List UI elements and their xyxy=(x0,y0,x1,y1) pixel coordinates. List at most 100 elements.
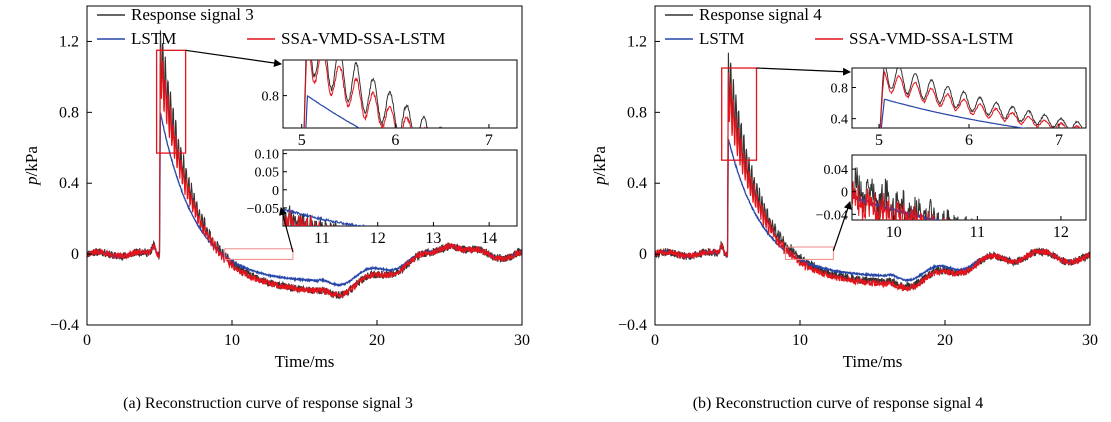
plot-frame xyxy=(654,5,1091,326)
series-ssa xyxy=(87,47,522,299)
zoom-arrow-1 xyxy=(756,67,851,76)
inset-series-lstm xyxy=(305,94,361,128)
inset-x-tick-label: 7 xyxy=(485,132,493,149)
x-tick-label: 10 xyxy=(224,332,240,349)
x-axis-label: Time/ms xyxy=(843,352,903,371)
series-ssa xyxy=(655,72,1090,292)
legend-label: LSTM xyxy=(699,29,744,48)
x-tick-label: 30 xyxy=(1082,332,1098,349)
y-axis-label: p/kPa xyxy=(590,146,609,186)
inset-y-tick-label: 0.8 xyxy=(831,81,849,96)
y-axis-label-unit: /kPa xyxy=(22,146,41,177)
chart-a: 0 10 20 30−0.400.40.81.2Time/msp/kPaRespons… xyxy=(22,5,530,371)
y-tick-label: 0 xyxy=(71,246,79,263)
zoom-box-2 xyxy=(785,246,834,260)
x-axis-label: Time/ms xyxy=(275,352,335,371)
y-axis-label-unit: /kPa xyxy=(590,146,609,177)
inset-x-tick-label: 12 xyxy=(1053,224,1069,241)
inset-x-tick-label: 13 xyxy=(425,230,441,247)
zoom-box-1 xyxy=(721,67,758,161)
x-tick-label: 10 xyxy=(792,332,808,349)
legend-item-ssa: SSA-VMD-SSA-LSTM xyxy=(247,29,445,48)
legend-label: Response signal 3 xyxy=(131,5,254,24)
inset-series-lstm xyxy=(283,208,370,226)
y-tick-label: 0.4 xyxy=(59,175,79,192)
inset-x-tick-label: 5 xyxy=(298,132,306,149)
inset-plot-area xyxy=(879,68,1083,128)
inset-x-tick-label: 10 xyxy=(886,224,902,241)
inset-x-tick-label: 12 xyxy=(370,230,386,247)
legend: Response signal 4 LSTM SSA-VMD-SSA-LSTM xyxy=(665,5,1013,48)
inset-1: 5 6 7 0.8 xyxy=(262,59,518,149)
x-tick-label: 20 xyxy=(369,332,385,349)
y-tick-label: 0.4 xyxy=(627,175,647,192)
y-tick-label: 0.8 xyxy=(627,104,647,121)
legend-label: SSA-VMD-SSA-LSTM xyxy=(281,29,445,48)
inset-frame xyxy=(851,67,1087,129)
y-axis-label-symbol: p xyxy=(22,176,41,186)
inset-x-tick-label: 6 xyxy=(391,132,399,149)
inset-y-tick-label: 0.10 xyxy=(255,148,280,163)
inset-y-tick-label: 0.05 xyxy=(255,166,280,181)
inset-x-tick-label: 14 xyxy=(481,230,497,247)
plot-area xyxy=(655,52,1090,292)
inset-x-tick-label: 11 xyxy=(314,230,329,247)
legend-item-response: Response signal 3 xyxy=(97,5,254,24)
inset-y-tick-label: 0 xyxy=(272,184,279,199)
inset-y-tick-label: −0.04 xyxy=(816,208,848,223)
legend-label: Response signal 4 xyxy=(699,5,822,24)
legend-item-lstm: LSTM xyxy=(97,29,176,48)
inset-series-lstm xyxy=(880,98,1027,128)
zoom-box-1 xyxy=(155,49,187,154)
legend-label: LSTM xyxy=(131,29,176,48)
x-tick-label: 20 xyxy=(937,332,953,349)
y-tick-label: −0.4 xyxy=(618,317,647,334)
inset-x-tick-label: 6 xyxy=(965,132,973,149)
legend-label: SSA-VMD-SSA-LSTM xyxy=(849,29,1013,48)
y-tick-label: 0 xyxy=(639,246,647,263)
y-axis-label: p/kPa xyxy=(22,146,41,186)
inset-plot-area xyxy=(303,60,442,128)
y-tick-label: −0.4 xyxy=(50,317,79,334)
caption-b: (b) Reconstruction curve of response sig… xyxy=(693,395,984,412)
inset-2: 11 12 13 14 0.10 0.05 0 −0.05 xyxy=(247,148,518,247)
legend-item-lstm: LSTM xyxy=(665,29,744,48)
inset-series-lstm xyxy=(852,193,945,220)
inset-y-tick-label: 0 xyxy=(841,186,848,201)
inset-series-response xyxy=(852,167,973,220)
x-tick-label: 0 xyxy=(83,332,91,349)
inset-frame xyxy=(282,59,518,129)
inset-series-response xyxy=(879,68,1083,128)
plot-frame xyxy=(86,5,523,326)
inset-x-tick-label: 7 xyxy=(1055,132,1063,149)
inset-plot-area xyxy=(852,167,973,220)
y-tick-label: 0.8 xyxy=(59,104,79,121)
inset-1: 5 6 7 0.8 0.4 xyxy=(831,67,1087,149)
inset-frame xyxy=(282,149,518,227)
x-tick-label: 0 xyxy=(651,332,659,349)
y-tick-label: 1.2 xyxy=(627,33,647,50)
legend-item-response: Response signal 4 xyxy=(665,5,822,24)
y-tick-label: 1.2 xyxy=(59,33,79,50)
caption-a: (a) Reconstruction curve of response sig… xyxy=(123,395,413,412)
inset-y-tick-label: 0.4 xyxy=(831,113,849,128)
legend-item-ssa: SSA-VMD-SSA-LSTM xyxy=(815,29,1013,48)
zoom-box-2 xyxy=(224,248,294,260)
zoom-arrow-1 xyxy=(185,49,282,67)
y-axis-label-symbol: p xyxy=(590,176,609,186)
inset-x-tick-label: 5 xyxy=(875,132,883,149)
plot-area xyxy=(87,30,522,300)
chart-b: 0 10 20 30−0.400.40.81.2Time/msp/kPaRespons… xyxy=(590,5,1098,371)
inset-y-tick-label: 0.8 xyxy=(262,90,280,105)
inset-2: 10 11 12 0.04 0 −0.04 xyxy=(816,154,1087,241)
zoom-arrow-2 xyxy=(278,207,294,253)
zoom-arrow-2 xyxy=(832,201,852,251)
inset-y-tick-label: 0.04 xyxy=(824,163,849,178)
x-tick-label: 30 xyxy=(514,332,530,349)
inset-y-tick-label: −0.05 xyxy=(247,202,279,217)
legend: Response signal 3 LSTM SSA-VMD-SSA-LSTM xyxy=(97,5,445,48)
inset-x-tick-label: 11 xyxy=(970,224,985,241)
inset-series-ssa xyxy=(879,70,1081,128)
